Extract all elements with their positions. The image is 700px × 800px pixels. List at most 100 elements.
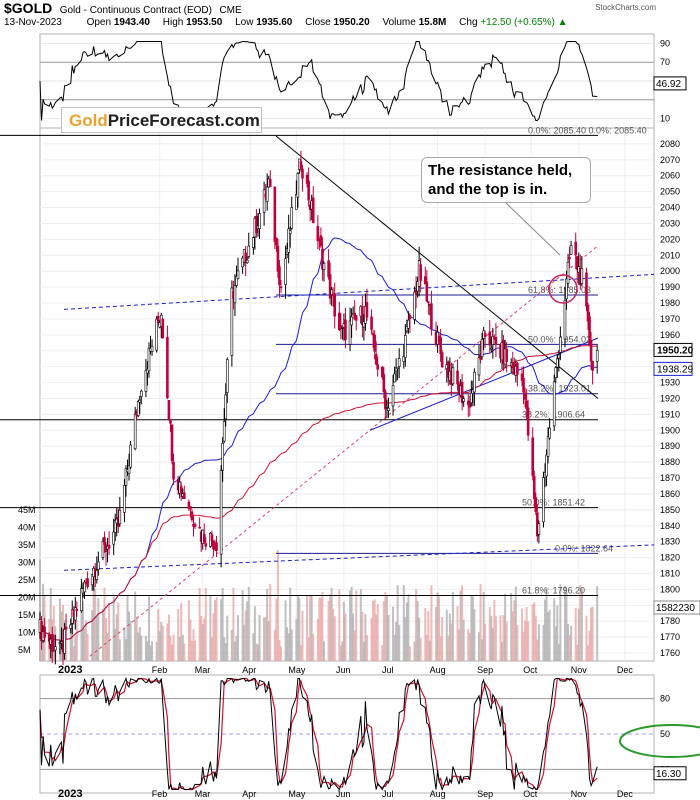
candle-body	[391, 385, 395, 407]
volume-bar	[86, 633, 89, 661]
candle-body	[54, 646, 57, 651]
month-tick-label-bottom: Aug	[430, 789, 446, 799]
volume-bar	[279, 646, 282, 661]
candle-body	[284, 258, 287, 285]
candle-body	[322, 263, 326, 271]
candle-body	[290, 207, 294, 229]
annotation-callout: The resistance held, and the top is in.	[421, 157, 591, 203]
volume-bar	[213, 600, 216, 661]
candle-body	[473, 371, 476, 393]
volume-bar	[479, 584, 482, 661]
volume-bar	[160, 622, 163, 661]
volume-bar	[201, 623, 204, 661]
candle-body	[113, 520, 117, 533]
volume-bar	[338, 589, 341, 661]
volume-bar	[177, 609, 180, 661]
volume-bar	[266, 588, 269, 661]
volume-bar	[91, 610, 94, 661]
volume-bar	[235, 636, 238, 661]
volume-bar	[224, 642, 227, 661]
volume-bar	[129, 621, 132, 661]
volume-bar	[531, 604, 534, 661]
volume-bar	[384, 592, 387, 661]
candle-body	[414, 289, 418, 295]
candle-body	[189, 506, 192, 510]
volume-tick-label: 15M	[18, 610, 36, 620]
volume-bar	[516, 624, 519, 661]
volume-bar	[286, 627, 289, 661]
candle-body	[374, 354, 378, 365]
volume-bar	[416, 601, 419, 661]
candle-body	[169, 420, 172, 424]
price-tick-label: 1990	[660, 282, 680, 292]
volume-bar	[264, 617, 267, 661]
volume-bar	[241, 590, 244, 661]
volume-tick-label: 35M	[18, 540, 36, 550]
volume-bar	[312, 634, 315, 661]
candle-body	[221, 443, 224, 471]
candle-body	[112, 531, 115, 545]
rsi-tick-label: 90	[660, 38, 670, 48]
candle-body	[80, 587, 83, 612]
candle-body	[287, 228, 290, 253]
candle-body	[75, 609, 79, 611]
volume-bar	[450, 623, 453, 661]
rsi-value-label: 46.92	[656, 79, 681, 90]
price-tick-label: 2060	[660, 171, 680, 181]
candle-body	[354, 315, 358, 321]
volume-bar	[418, 617, 421, 661]
volume-bar	[382, 601, 385, 661]
candle-body	[397, 358, 401, 367]
candle-body	[86, 578, 89, 588]
volume-bar	[307, 637, 310, 661]
volume-bar	[381, 645, 384, 661]
candle-body	[127, 464, 131, 474]
volume-bar	[210, 637, 213, 661]
candle-body	[427, 301, 430, 303]
volume-bar	[237, 615, 240, 661]
volume-bar	[105, 617, 108, 661]
brand-logo: GoldPriceForecast.com	[61, 107, 262, 133]
candle-body	[330, 289, 333, 296]
price-tick-label: 2050	[660, 187, 680, 197]
volume-bar	[524, 620, 527, 661]
price-tick-label: 1800	[660, 584, 680, 594]
volume-bar	[370, 617, 373, 661]
candle-body	[341, 327, 344, 329]
candle-body	[566, 261, 570, 284]
price-tick-label: 1780	[660, 616, 680, 626]
candle-body	[202, 533, 206, 543]
volume-bar	[424, 608, 427, 661]
candle-body	[586, 305, 590, 322]
candle-body	[97, 561, 100, 570]
volume-bar	[577, 608, 580, 661]
volume-bar	[256, 644, 259, 661]
candle-body	[305, 174, 309, 184]
candle-body	[224, 394, 228, 420]
volume-label: Volume	[382, 17, 416, 28]
volume-bar	[481, 639, 484, 661]
candle-body	[279, 286, 283, 289]
candle-body	[156, 315, 160, 323]
candle-body	[404, 335, 407, 358]
volume-bar	[181, 634, 184, 661]
fib-label: 50.0%: 1851.42	[522, 498, 585, 508]
open-label: Open	[86, 17, 112, 28]
volume-bar	[192, 629, 195, 661]
candle-body	[123, 485, 126, 513]
volume-bar	[545, 587, 548, 661]
candle-body	[575, 256, 579, 270]
candle-body	[407, 319, 410, 329]
volume-bar	[425, 635, 428, 661]
candle-body	[255, 215, 258, 234]
candle-body	[470, 392, 473, 403]
candle-body	[423, 276, 427, 285]
volume-bar	[243, 624, 246, 661]
volume-bar	[74, 636, 77, 661]
price-tick-label: 1770	[660, 632, 680, 642]
month-tick-label: Dec	[617, 665, 634, 675]
volume-bar	[439, 636, 442, 661]
volume-bar	[501, 641, 504, 661]
candle-body	[265, 186, 269, 202]
candle-body	[460, 382, 464, 404]
